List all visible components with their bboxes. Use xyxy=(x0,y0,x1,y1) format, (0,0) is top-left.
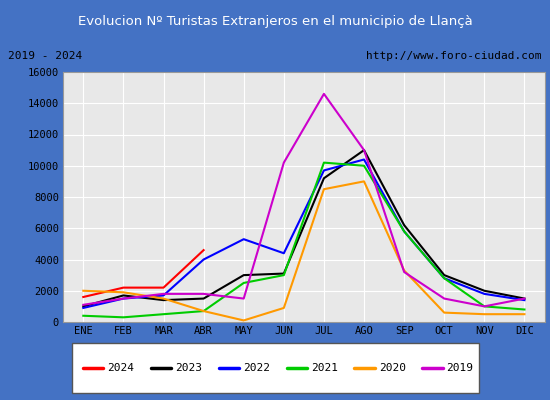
Text: 2022: 2022 xyxy=(243,363,270,373)
Text: http://www.foro-ciudad.com: http://www.foro-ciudad.com xyxy=(366,52,542,62)
Text: 2020: 2020 xyxy=(379,363,406,373)
FancyBboxPatch shape xyxy=(72,343,478,393)
Text: 2019: 2019 xyxy=(447,363,474,373)
Text: 2024: 2024 xyxy=(107,363,134,373)
Text: 2019 - 2024: 2019 - 2024 xyxy=(8,52,82,62)
Text: 2021: 2021 xyxy=(311,363,338,373)
Text: 2023: 2023 xyxy=(175,363,202,373)
Text: Evolucion Nº Turistas Extranjeros en el municipio de Llançà: Evolucion Nº Turistas Extranjeros en el … xyxy=(78,14,472,28)
